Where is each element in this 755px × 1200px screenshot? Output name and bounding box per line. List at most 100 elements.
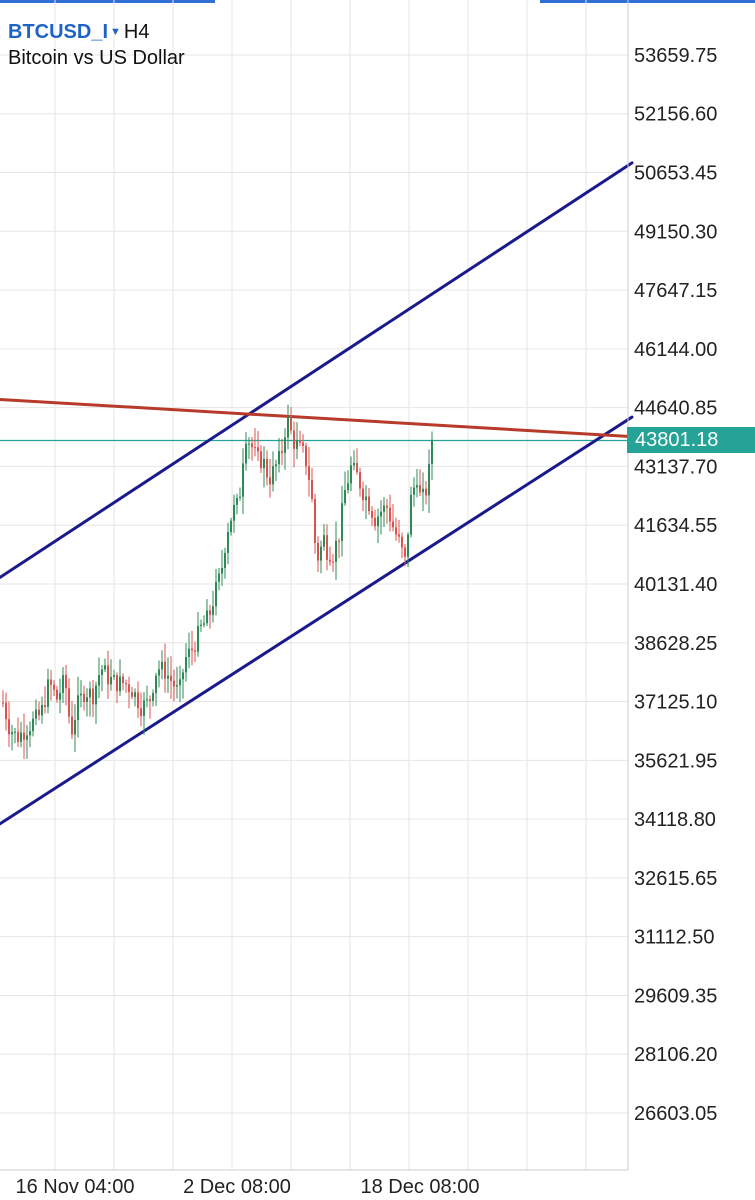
y-tick-label: 41634.55 xyxy=(634,515,717,537)
y-tick-label: 37125.10 xyxy=(634,692,717,714)
candle-body xyxy=(131,692,133,697)
candle-body xyxy=(47,679,49,707)
candle-body xyxy=(341,503,343,541)
candle-body xyxy=(188,648,190,657)
y-tick-label: 50653.45 xyxy=(634,163,717,185)
x-tick-label: 2 Dec 08:00 xyxy=(183,1176,291,1198)
top-bar-left xyxy=(0,0,215,3)
candle-body xyxy=(203,623,205,625)
current-price-tag: 43801.18 xyxy=(627,427,755,453)
symbol-name[interactable]: BTCUSD_I xyxy=(8,21,109,43)
candle-body xyxy=(89,688,91,698)
candle-body xyxy=(197,625,199,652)
candle-body xyxy=(329,559,331,562)
candle-body xyxy=(401,536,403,548)
candle-body xyxy=(62,675,64,693)
candle-body xyxy=(8,719,10,735)
candle-body xyxy=(128,684,130,693)
candle-body xyxy=(416,485,418,488)
candle-body xyxy=(176,685,178,687)
y-tick-label: 38628.25 xyxy=(634,633,717,655)
candle-body xyxy=(251,443,253,448)
candle-body xyxy=(41,705,43,716)
candle-body xyxy=(68,688,70,717)
candle-body xyxy=(185,656,187,673)
candle-body xyxy=(104,665,106,670)
candle-body xyxy=(149,699,151,701)
candle-body xyxy=(56,689,58,700)
candle-body xyxy=(83,693,85,703)
candle-body xyxy=(191,648,193,651)
candle-body xyxy=(29,731,31,736)
candle-body xyxy=(362,488,364,501)
x-tick-label: 16 Nov 04:00 xyxy=(16,1176,135,1198)
candle-body xyxy=(14,731,16,733)
candle-body xyxy=(374,517,376,527)
candle-body xyxy=(206,610,208,624)
candle-body xyxy=(311,480,313,499)
candle-body xyxy=(239,496,241,498)
candle-body xyxy=(287,416,289,438)
candle-body xyxy=(326,535,328,560)
candle-body xyxy=(182,672,184,680)
candle-body xyxy=(170,675,172,681)
candle-body xyxy=(233,504,235,521)
candle-body xyxy=(158,669,160,676)
candle-body xyxy=(281,451,283,453)
candle-body xyxy=(215,581,217,607)
candle-body xyxy=(323,535,325,547)
candle-body xyxy=(257,447,259,452)
candle-body xyxy=(80,693,82,696)
candle-body xyxy=(11,732,13,735)
candle-body xyxy=(404,547,406,557)
symbol-dropdown-icon[interactable]: ▼ xyxy=(110,26,121,38)
y-tick-label: 26603.05 xyxy=(634,1103,717,1125)
candle-body xyxy=(272,466,274,485)
trendline-resistance[interactable] xyxy=(0,397,634,439)
candle-body xyxy=(152,693,154,701)
candle-body xyxy=(386,505,388,508)
candle-body xyxy=(119,676,121,692)
candle-body xyxy=(335,540,337,562)
candle-body xyxy=(2,702,4,704)
candle-body xyxy=(140,708,142,717)
candle-body xyxy=(218,573,220,582)
candle-body xyxy=(350,465,352,484)
candle-body xyxy=(113,675,115,677)
candle-body xyxy=(413,487,415,495)
trendline-channel-lower[interactable] xyxy=(0,415,634,826)
candle-body xyxy=(371,511,373,518)
candle-body xyxy=(314,498,316,543)
candle-body xyxy=(125,683,127,685)
candle-body xyxy=(395,527,397,535)
candle-body xyxy=(332,561,334,563)
candle-body xyxy=(224,552,226,568)
candle-body xyxy=(398,534,400,537)
candle-body xyxy=(92,688,94,705)
candle-body xyxy=(425,488,427,496)
y-tick-label: 47647.15 xyxy=(634,280,717,302)
candle-body xyxy=(23,732,25,740)
candle-body xyxy=(221,567,223,574)
candle-body xyxy=(302,442,304,446)
timeframe-label[interactable]: H4 xyxy=(123,21,150,43)
candle-body xyxy=(356,463,358,473)
candle-body xyxy=(116,675,118,692)
candle-body xyxy=(377,516,379,527)
candle-body xyxy=(248,443,250,445)
candle-body xyxy=(173,680,175,687)
trendline-channel-upper[interactable] xyxy=(0,161,634,579)
candle-body xyxy=(65,675,67,689)
y-tick-label: 29609.35 xyxy=(634,985,717,1007)
candle-body xyxy=(86,697,88,703)
candle-body xyxy=(227,532,229,553)
candle-body xyxy=(110,676,112,685)
candle-body xyxy=(275,464,277,467)
candle-body xyxy=(143,700,145,717)
candle-body xyxy=(146,699,148,701)
chart-header: BTCUSD_I ▼ H4 Bitcoin vs US Dollar xyxy=(8,20,185,72)
candle-body xyxy=(107,665,109,685)
candle-body xyxy=(95,685,97,705)
candle-body xyxy=(245,443,247,464)
